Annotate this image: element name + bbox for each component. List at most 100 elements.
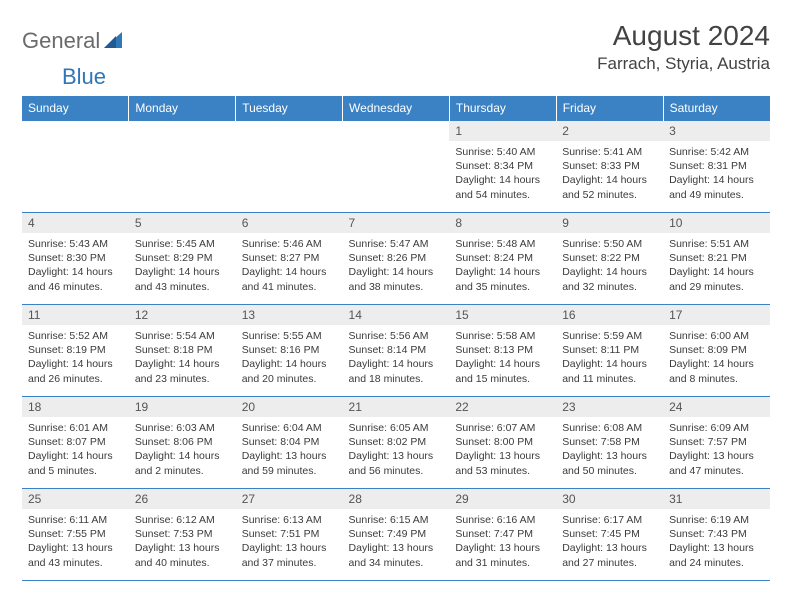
sunset-line: Sunset: 8:24 PM (455, 251, 550, 265)
sunset-line: Sunset: 7:53 PM (135, 527, 230, 541)
calendar-day-header: Tuesday (236, 96, 343, 121)
calendar-cell: 28Sunrise: 6:15 AMSunset: 7:49 PMDayligh… (343, 489, 450, 581)
sunset-line: Sunset: 8:27 PM (242, 251, 337, 265)
sunrise-line: Sunrise: 5:46 AM (242, 237, 337, 251)
sunset-line: Sunset: 7:43 PM (669, 527, 764, 541)
sunset-line: Sunset: 8:14 PM (349, 343, 444, 357)
sunrise-line: Sunrise: 5:54 AM (135, 329, 230, 343)
calendar-cell: 17Sunrise: 6:00 AMSunset: 8:09 PMDayligh… (663, 305, 770, 397)
day-details: Sunrise: 6:04 AMSunset: 8:04 PMDaylight:… (236, 417, 343, 480)
sunrise-line: Sunrise: 6:11 AM (28, 513, 123, 527)
calendar-week-row: 1Sunrise: 5:40 AMSunset: 8:34 PMDaylight… (22, 121, 770, 213)
calendar-day-header: Sunday (22, 96, 129, 121)
sunset-line: Sunset: 8:21 PM (669, 251, 764, 265)
day-details: Sunrise: 5:40 AMSunset: 8:34 PMDaylight:… (449, 141, 556, 204)
sunrise-line: Sunrise: 6:03 AM (135, 421, 230, 435)
day-details: Sunrise: 5:59 AMSunset: 8:11 PMDaylight:… (556, 325, 663, 388)
day-number: 12 (129, 305, 236, 325)
calendar-cell: 13Sunrise: 5:55 AMSunset: 8:16 PMDayligh… (236, 305, 343, 397)
day-number: 2 (556, 121, 663, 141)
daylight-line: Daylight: 14 hours and 29 minutes. (669, 265, 764, 293)
day-details: Sunrise: 5:48 AMSunset: 8:24 PMDaylight:… (449, 233, 556, 296)
sunset-line: Sunset: 8:18 PM (135, 343, 230, 357)
day-details: Sunrise: 6:16 AMSunset: 7:47 PMDaylight:… (449, 509, 556, 572)
calendar-cell (236, 121, 343, 213)
sunset-line: Sunset: 8:06 PM (135, 435, 230, 449)
day-number: 3 (663, 121, 770, 141)
calendar-week-row: 11Sunrise: 5:52 AMSunset: 8:19 PMDayligh… (22, 305, 770, 397)
day-number: 24 (663, 397, 770, 417)
calendar-week-row: 4Sunrise: 5:43 AMSunset: 8:30 PMDaylight… (22, 213, 770, 305)
calendar-cell: 7Sunrise: 5:47 AMSunset: 8:26 PMDaylight… (343, 213, 450, 305)
calendar-cell: 31Sunrise: 6:19 AMSunset: 7:43 PMDayligh… (663, 489, 770, 581)
day-details: Sunrise: 6:15 AMSunset: 7:49 PMDaylight:… (343, 509, 450, 572)
sunrise-line: Sunrise: 5:43 AM (28, 237, 123, 251)
daylight-line: Daylight: 14 hours and 49 minutes. (669, 173, 764, 201)
daylight-line: Daylight: 13 hours and 27 minutes. (562, 541, 657, 569)
day-number: 17 (663, 305, 770, 325)
daylight-line: Daylight: 13 hours and 37 minutes. (242, 541, 337, 569)
sunrise-line: Sunrise: 5:48 AM (455, 237, 550, 251)
sunset-line: Sunset: 8:04 PM (242, 435, 337, 449)
calendar-day-header: Friday (556, 96, 663, 121)
calendar-cell (129, 121, 236, 213)
sunrise-line: Sunrise: 5:52 AM (28, 329, 123, 343)
daylight-line: Daylight: 13 hours and 47 minutes. (669, 449, 764, 477)
day-details: Sunrise: 6:13 AMSunset: 7:51 PMDaylight:… (236, 509, 343, 572)
sunrise-line: Sunrise: 6:13 AM (242, 513, 337, 527)
calendar-cell: 25Sunrise: 6:11 AMSunset: 7:55 PMDayligh… (22, 489, 129, 581)
day-details: Sunrise: 6:08 AMSunset: 7:58 PMDaylight:… (556, 417, 663, 480)
calendar-cell: 23Sunrise: 6:08 AMSunset: 7:58 PMDayligh… (556, 397, 663, 489)
daylight-line: Daylight: 14 hours and 54 minutes. (455, 173, 550, 201)
daylight-line: Daylight: 14 hours and 26 minutes. (28, 357, 123, 385)
page-title: August 2024 (597, 20, 770, 52)
calendar-week-row: 25Sunrise: 6:11 AMSunset: 7:55 PMDayligh… (22, 489, 770, 581)
day-details: Sunrise: 6:12 AMSunset: 7:53 PMDaylight:… (129, 509, 236, 572)
calendar-cell: 18Sunrise: 6:01 AMSunset: 8:07 PMDayligh… (22, 397, 129, 489)
calendar-day-header: Saturday (663, 96, 770, 121)
calendar-cell: 1Sunrise: 5:40 AMSunset: 8:34 PMDaylight… (449, 121, 556, 213)
day-number: 22 (449, 397, 556, 417)
day-details: Sunrise: 6:17 AMSunset: 7:45 PMDaylight:… (556, 509, 663, 572)
sunrise-line: Sunrise: 6:07 AM (455, 421, 550, 435)
calendar-cell: 5Sunrise: 5:45 AMSunset: 8:29 PMDaylight… (129, 213, 236, 305)
sunset-line: Sunset: 8:29 PM (135, 251, 230, 265)
day-number: 21 (343, 397, 450, 417)
sunset-line: Sunset: 8:30 PM (28, 251, 123, 265)
day-details: Sunrise: 6:05 AMSunset: 8:02 PMDaylight:… (343, 417, 450, 480)
sunrise-line: Sunrise: 6:01 AM (28, 421, 123, 435)
sunrise-line: Sunrise: 5:58 AM (455, 329, 550, 343)
day-details: Sunrise: 6:00 AMSunset: 8:09 PMDaylight:… (663, 325, 770, 388)
calendar-cell: 4Sunrise: 5:43 AMSunset: 8:30 PMDaylight… (22, 213, 129, 305)
daylight-line: Daylight: 14 hours and 23 minutes. (135, 357, 230, 385)
daylight-line: Daylight: 13 hours and 56 minutes. (349, 449, 444, 477)
day-details: Sunrise: 6:19 AMSunset: 7:43 PMDaylight:… (663, 509, 770, 572)
sunset-line: Sunset: 8:33 PM (562, 159, 657, 173)
sunset-line: Sunset: 7:49 PM (349, 527, 444, 541)
calendar-cell: 15Sunrise: 5:58 AMSunset: 8:13 PMDayligh… (449, 305, 556, 397)
calendar-cell: 16Sunrise: 5:59 AMSunset: 8:11 PMDayligh… (556, 305, 663, 397)
calendar-cell (22, 121, 129, 213)
day-details: Sunrise: 5:43 AMSunset: 8:30 PMDaylight:… (22, 233, 129, 296)
day-details: Sunrise: 6:01 AMSunset: 8:07 PMDaylight:… (22, 417, 129, 480)
day-number: 31 (663, 489, 770, 509)
day-number: 8 (449, 213, 556, 233)
day-number: 28 (343, 489, 450, 509)
sunset-line: Sunset: 7:51 PM (242, 527, 337, 541)
daylight-line: Daylight: 14 hours and 43 minutes. (135, 265, 230, 293)
sunrise-line: Sunrise: 5:59 AM (562, 329, 657, 343)
sunrise-line: Sunrise: 5:41 AM (562, 145, 657, 159)
logo-word2: Blue (62, 64, 106, 89)
day-details: Sunrise: 6:11 AMSunset: 7:55 PMDaylight:… (22, 509, 129, 572)
day-number: 10 (663, 213, 770, 233)
sunrise-line: Sunrise: 5:56 AM (349, 329, 444, 343)
calendar-cell: 8Sunrise: 5:48 AMSunset: 8:24 PMDaylight… (449, 213, 556, 305)
calendar-cell: 20Sunrise: 6:04 AMSunset: 8:04 PMDayligh… (236, 397, 343, 489)
daylight-line: Daylight: 14 hours and 35 minutes. (455, 265, 550, 293)
daylight-line: Daylight: 14 hours and 18 minutes. (349, 357, 444, 385)
day-number: 27 (236, 489, 343, 509)
day-number-empty (129, 121, 236, 141)
sunrise-line: Sunrise: 6:05 AM (349, 421, 444, 435)
day-number: 11 (22, 305, 129, 325)
sunset-line: Sunset: 7:55 PM (28, 527, 123, 541)
